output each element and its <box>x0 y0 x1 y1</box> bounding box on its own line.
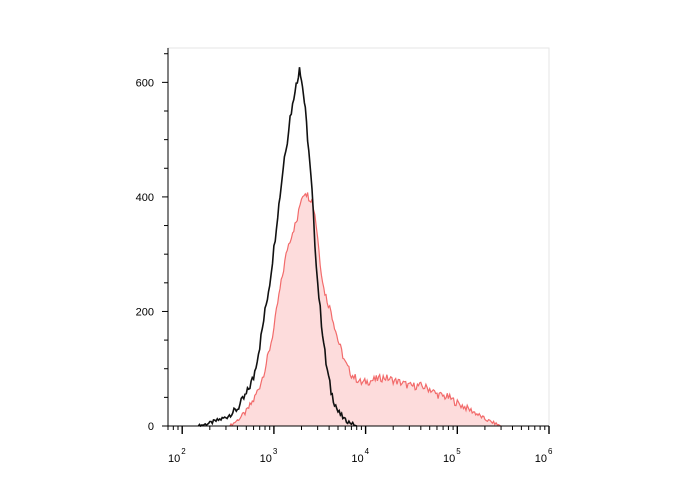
x-tick-label: 10 <box>351 453 363 465</box>
series-outline-0 <box>229 192 502 427</box>
series-layer <box>197 67 502 428</box>
series-line-1 <box>197 67 357 428</box>
x-tick-label: 10 <box>443 453 455 465</box>
x-tick-exponent: 6 <box>548 447 553 456</box>
y-tick-label: 0 <box>148 421 154 433</box>
y-tick-label: 200 <box>136 306 154 318</box>
x-tick-label: 10 <box>168 453 180 465</box>
x-tick-exponent: 5 <box>456 447 461 456</box>
x-tick-label: 10 <box>260 453 272 465</box>
x-tick-exponent: 3 <box>273 447 278 456</box>
y-tick-label: 600 <box>136 77 154 89</box>
plot-frame <box>167 47 550 427</box>
x-tick-exponent: 2 <box>181 447 186 456</box>
x-tick-exponent: 4 <box>365 447 370 456</box>
x-tick-label: 10 <box>535 453 547 465</box>
y-tick-label: 400 <box>136 192 154 204</box>
series-area-0 <box>229 192 502 426</box>
